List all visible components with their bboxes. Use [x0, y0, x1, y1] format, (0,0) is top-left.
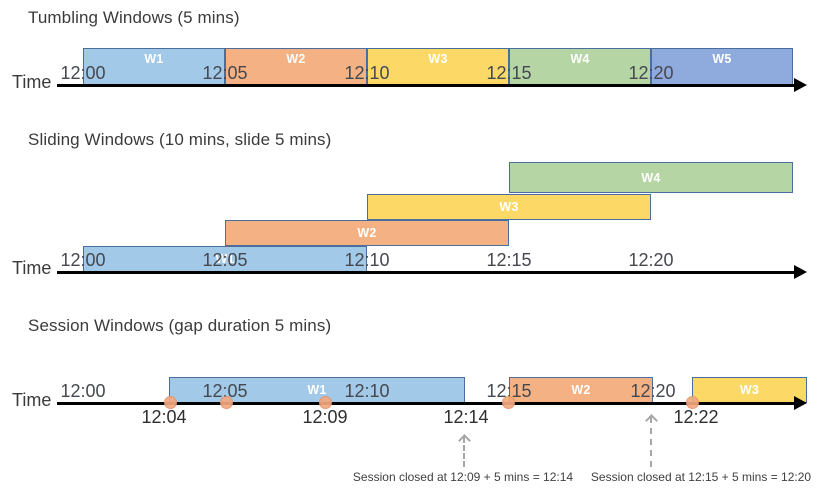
sliding-tick-1220: 12:20: [628, 250, 674, 270]
sliding-section-title: Sliding Windows (10 mins, slide 5 mins): [28, 130, 332, 149]
session-window-w3: W3: [692, 377, 807, 403]
session-time-axis: [57, 396, 807, 409]
session-tick-1200: 12:00: [60, 381, 106, 401]
window-label: W1: [215, 252, 235, 266]
sliding-tick-1205: 12:05: [202, 250, 248, 270]
tumbling-tick-1220: 12:20: [628, 63, 674, 83]
event-dot: [319, 396, 332, 409]
window-label: W3: [739, 383, 760, 397]
tumbling-time-label: Time: [12, 72, 52, 92]
session-window-w1: W1: [169, 377, 465, 403]
window-label: W4: [641, 170, 661, 185]
session-time-label: Time: [12, 390, 52, 410]
window-label: W2: [286, 52, 306, 66]
event-time-1209: 12:09: [302, 407, 348, 427]
session-close-arrow-right: [650, 417, 652, 467]
sliding-window-w4: W4: [509, 162, 793, 193]
window-label: W5: [712, 52, 732, 66]
tumbling-window-w1: W1: [83, 48, 225, 85]
window-label: W3: [499, 200, 519, 214]
sliding-time-axis: [57, 265, 807, 278]
tumbling-tick-1210: 12:10: [344, 63, 390, 83]
tumbling-window-w5: W5: [651, 48, 793, 85]
event-time-1204: 12:04: [141, 407, 187, 427]
event-dot: [164, 396, 177, 409]
session-close-arrow-left: [463, 437, 465, 467]
window-label: W1: [144, 52, 164, 66]
sliding-tick-1210: 12:10: [344, 250, 390, 270]
window-label: W3: [428, 52, 448, 66]
tumbling-tick-1215: 12:15: [486, 63, 532, 83]
event-dot: [220, 396, 233, 409]
window-label: W1: [307, 383, 327, 397]
tumbling-window-w3: W3: [367, 48, 509, 85]
tumbling-tick-1205: 12:05: [202, 63, 248, 83]
session-close-note-left: Session closed at 12:09 + 5 mins = 12:14: [352, 470, 574, 484]
session-section-title: Session Windows (gap duration 5 mins): [28, 316, 332, 335]
sliding-window-w1: W1: [83, 246, 367, 272]
tumbling-time-axis: [57, 78, 807, 91]
sliding-tick-1200: 12:00: [60, 250, 106, 270]
session-tick-1205: 12:05: [202, 381, 248, 401]
event-time-1222: 12:22: [673, 407, 719, 427]
tumbling-section-title: Tumbling Windows (5 mins): [28, 8, 240, 27]
sliding-window-w2: W2: [225, 220, 509, 246]
session-close-note-right: Session closed at 12:15 + 5 mins = 12:20: [590, 470, 812, 484]
session-tick-1215: 12:15: [486, 381, 532, 401]
window-label: W4: [570, 52, 590, 66]
window-label: W2: [571, 383, 591, 397]
window-label: W2: [357, 226, 377, 240]
session-tick-1210: 12:10: [344, 381, 390, 401]
tumbling-tick-1200: 12:00: [60, 63, 106, 83]
event-time-1214: 12:14: [443, 407, 489, 427]
sliding-time-label: Time: [12, 258, 52, 278]
sliding-tick-1215: 12:15: [486, 250, 532, 270]
sliding-window-w3: W3: [367, 194, 651, 220]
event-dot: [502, 396, 515, 409]
event-dot: [686, 396, 699, 409]
session-tick-1220: 12:20: [630, 381, 676, 401]
